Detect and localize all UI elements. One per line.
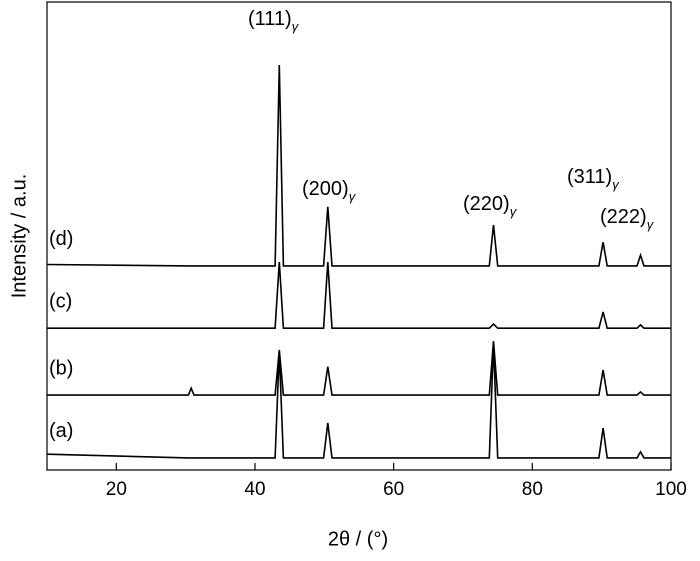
- series-label: (d): [49, 228, 73, 250]
- annotation-subscript: γ: [349, 189, 357, 204]
- annotation-subscript: γ: [510, 204, 518, 219]
- x-tick-label: 40: [244, 479, 265, 500]
- annotation-text: (311): [567, 166, 612, 188]
- annotation-text: (222): [600, 206, 647, 228]
- plot-frame: [46, 1, 672, 471]
- annotation-subscript: γ: [612, 177, 620, 192]
- y-axis-label: Intensity / a.u.: [8, 174, 30, 299]
- x-tick-label: 100: [655, 479, 687, 500]
- annotation-text: (220): [463, 193, 510, 215]
- series-label: (a): [49, 420, 73, 442]
- series-line: [46, 64, 671, 267]
- series-line: [47, 262, 671, 329]
- series-line: [46, 343, 671, 459]
- peak-annotation: (200)γ: [302, 178, 357, 204]
- annotation-subscript: γ: [647, 217, 655, 232]
- annotation-text: (200): [302, 178, 349, 200]
- annotation-subscript: γ: [292, 19, 300, 34]
- peak-annotation: (222)γ: [600, 206, 655, 232]
- peak-annotation: (111)γ: [248, 8, 300, 34]
- x-tick-label: 80: [522, 479, 543, 500]
- x-tick-label: 60: [383, 479, 404, 500]
- peak-annotation: (220)γ: [463, 193, 518, 219]
- x-axis-label: 2θ / (°): [328, 528, 388, 550]
- annotation-text: (111): [248, 8, 292, 30]
- peak-annotation: (311)γ: [567, 166, 620, 192]
- series-label: (b): [49, 357, 73, 379]
- x-tick-label: 20: [106, 479, 127, 500]
- series-label: (c): [49, 290, 72, 312]
- series-line: [47, 341, 671, 396]
